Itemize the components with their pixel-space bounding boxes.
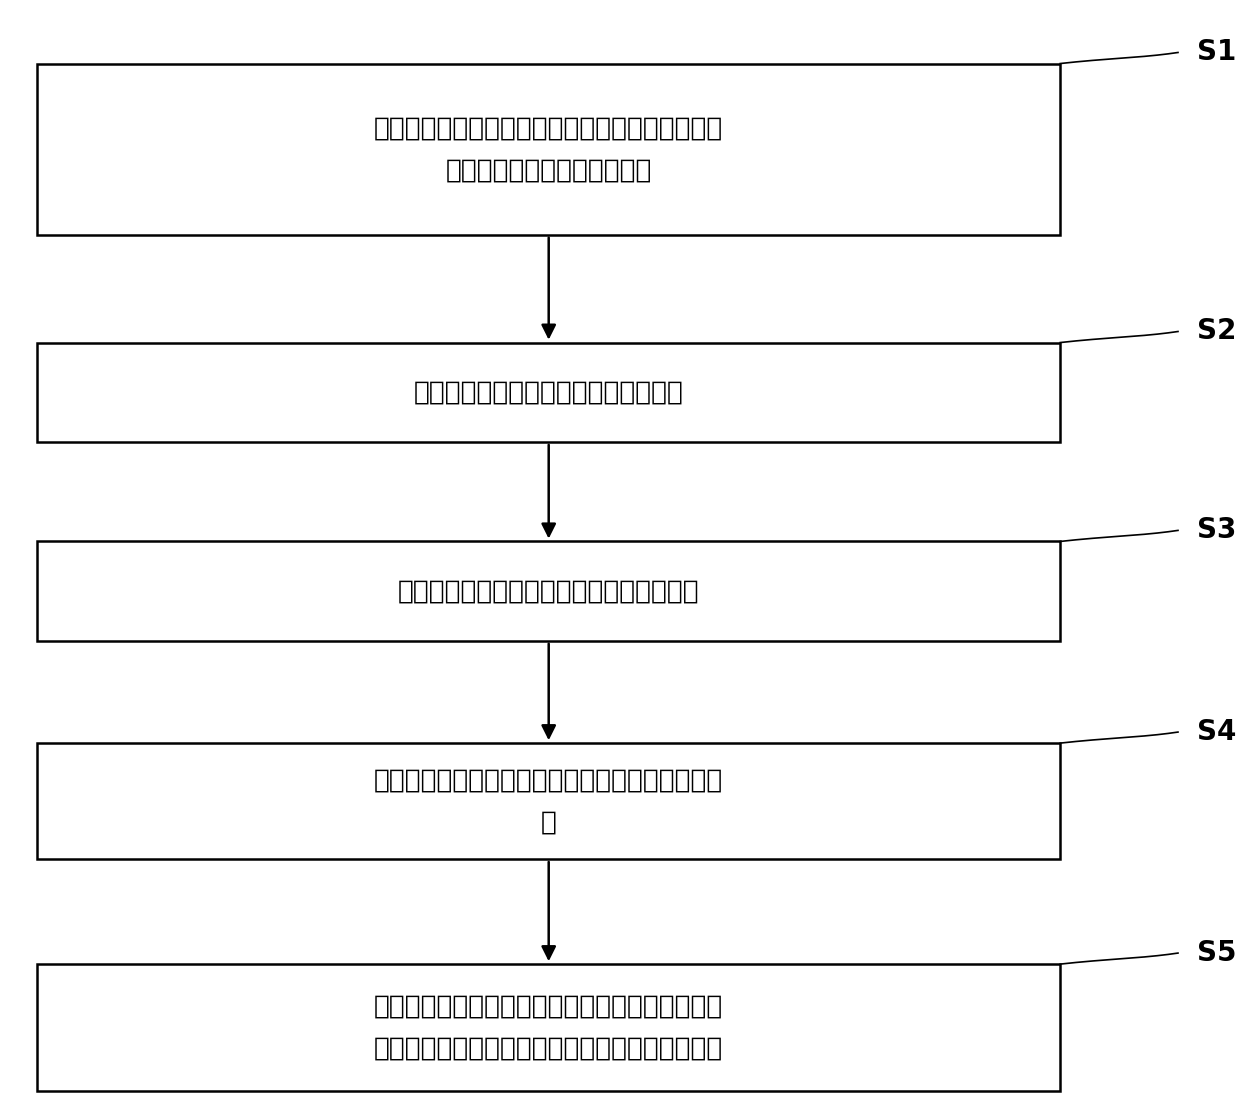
Bar [37, 964, 1060, 1092]
Text: 表中记录同步的源库事务信息: 表中记录同步的源库事务信息 [445, 157, 652, 183]
Bar [37, 63, 1060, 235]
Text: 在目标端数据库建立提交事务表，在所述提交事务: 在目标端数据库建立提交事务表，在所述提交事务 [374, 115, 723, 141]
Text: 志与所述目标端事务日志，校验同步数据的一致性: 志与所述目标端事务日志，校验同步数据的一致性 [374, 1035, 723, 1062]
Bar [37, 743, 1060, 860]
Text: 根据所述同步的源库事务信息对比所述源端事务日: 根据所述同步的源库事务信息对比所述源端事务日 [374, 993, 723, 1020]
Text: S4: S4 [1197, 718, 1236, 746]
Text: 将所述目标端事务日志发送至源端数据同步校验服: 将所述目标端事务日志发送至源端数据同步校验服 [374, 767, 723, 793]
Text: S1: S1 [1197, 39, 1236, 66]
Text: S5: S5 [1197, 939, 1236, 967]
Text: S3: S3 [1197, 516, 1236, 545]
Bar [37, 343, 1060, 442]
Text: 捕获并解析源端数据库的源端事务日志: 捕获并解析源端数据库的源端事务日志 [414, 379, 683, 406]
Text: 务: 务 [541, 809, 557, 835]
Bar [37, 541, 1060, 641]
Text: 捕获并解析目标端数据库的目标端事务日志: 捕获并解析目标端数据库的目标端事务日志 [398, 578, 699, 604]
Text: S2: S2 [1197, 317, 1236, 346]
